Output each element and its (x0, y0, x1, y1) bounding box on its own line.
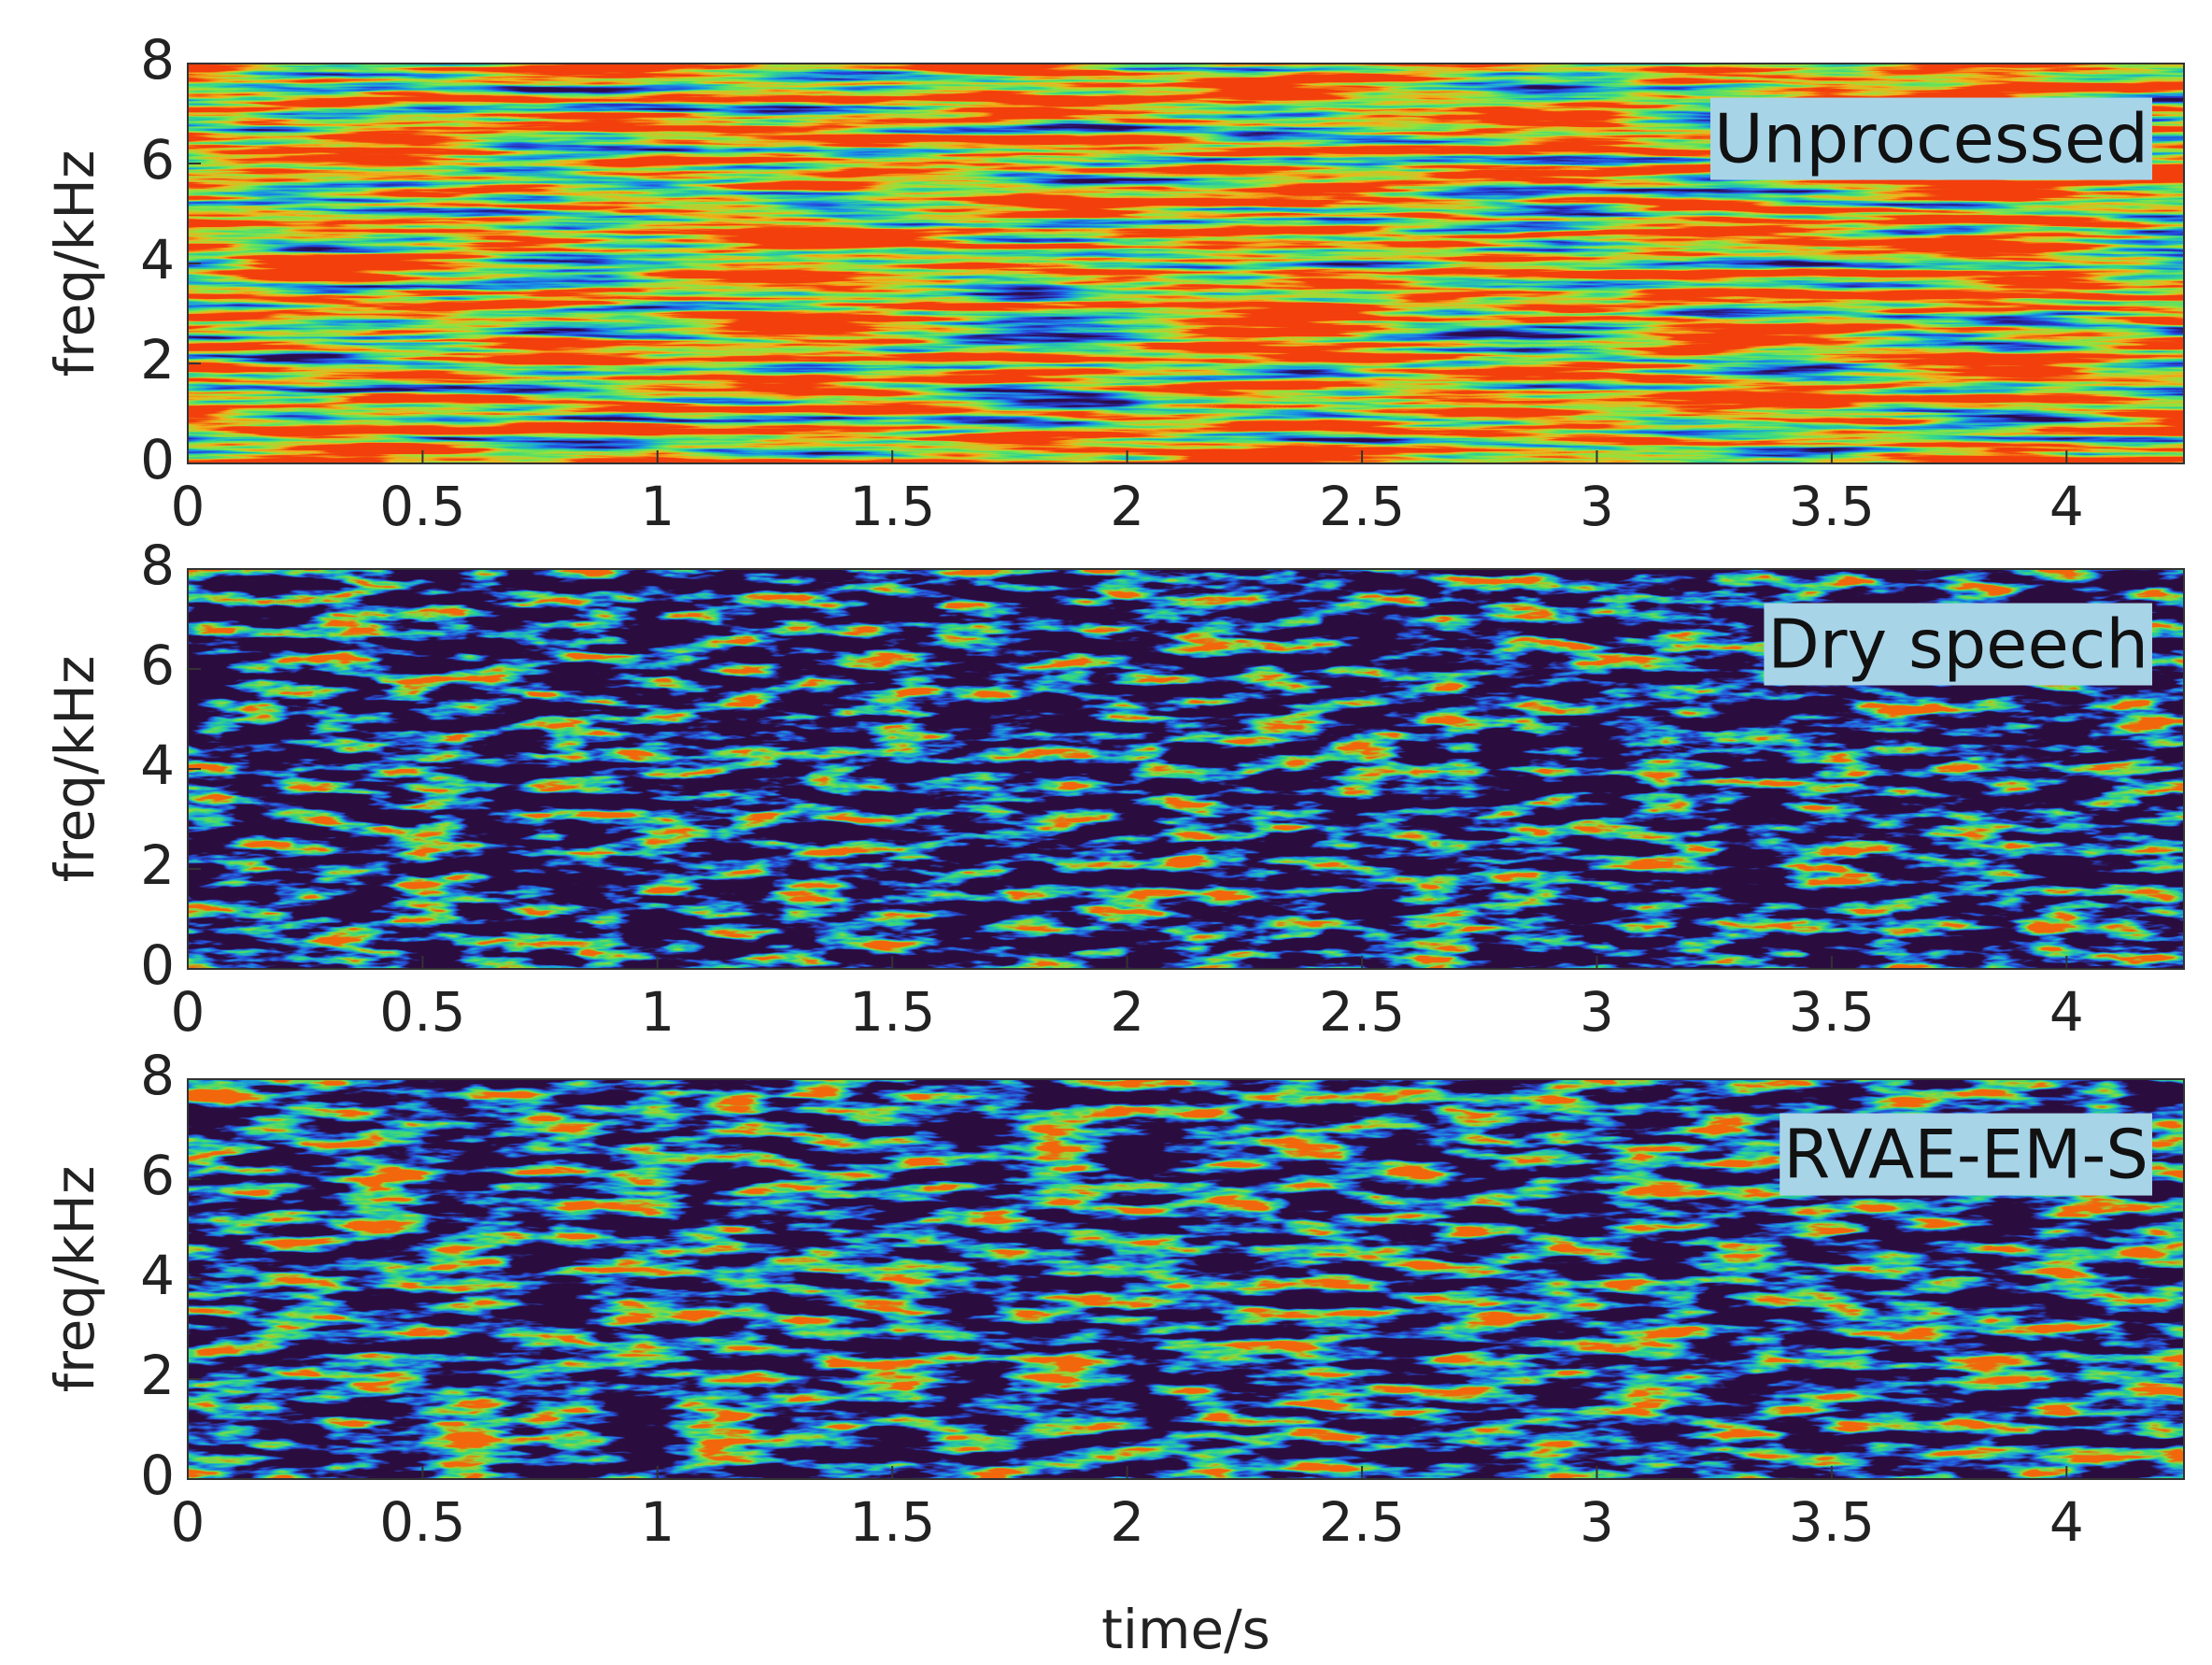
x-tick-label: 4 (2049, 980, 2084, 1044)
x-tick-label: 0 (171, 475, 206, 538)
annotation-label: Dry speech (1767, 605, 2148, 684)
y-tick-label: 8 (140, 1044, 175, 1107)
x-tick-label: 4 (2049, 475, 2084, 538)
x-axis-label: time/s (1101, 1598, 1270, 1661)
y-tick-label: 6 (140, 1144, 175, 1207)
y-tick-label: 8 (140, 28, 175, 92)
x-tick-label: 3 (1580, 475, 1614, 538)
y-tick-label: 4 (140, 1244, 175, 1307)
x-tick-label: 1.5 (849, 980, 935, 1044)
x-tick-label: 2.5 (1319, 1490, 1405, 1554)
y-tick-label: 6 (140, 633, 175, 697)
x-tick-label: 1 (640, 980, 674, 1044)
x-tick-label: 3.5 (1789, 1490, 1875, 1554)
x-tick-label: 0 (171, 1490, 206, 1554)
x-tick-label: 1 (640, 475, 674, 538)
x-tick-label: 0.5 (379, 1490, 465, 1554)
annotation-label: Unprocessed (1714, 100, 2148, 178)
x-tick-label: 1.5 (849, 1490, 935, 1554)
y-tick-label: 2 (140, 328, 175, 391)
x-tick-label: 4 (2049, 1490, 2084, 1554)
x-tick-label: 0 (171, 980, 206, 1044)
y-tick-label: 2 (140, 833, 175, 897)
y-axis-label: freq/kHz (43, 656, 106, 883)
x-tick-label: 3.5 (1789, 475, 1875, 538)
annotation-box (1764, 603, 2152, 686)
y-tick-label: 4 (140, 733, 175, 797)
y-tick-label: 8 (140, 534, 175, 597)
y-axis-label: freq/kHz (43, 150, 106, 377)
x-tick-label: 0.5 (379, 475, 465, 538)
x-tick-label: 2.5 (1319, 980, 1405, 1044)
annotation: Unprocessed (1709, 97, 2152, 180)
y-tick-label: 2 (140, 1344, 175, 1407)
x-tick-label: 2.5 (1319, 475, 1405, 538)
annotation: Dry speech (1764, 603, 2152, 686)
x-tick-label: 0.5 (379, 980, 465, 1044)
y-axis-label: freq/kHz (43, 1166, 106, 1393)
y-tick-label: 0 (140, 1444, 175, 1507)
y-tick-label: 4 (140, 228, 175, 292)
annotation: RVAE-EM-S (1780, 1113, 2152, 1196)
annotation-box (1780, 1113, 2152, 1196)
y-tick-label: 0 (140, 428, 175, 491)
x-tick-label: 2 (1110, 1490, 1144, 1554)
y-tick-label: 6 (140, 128, 175, 192)
annotation-label: RVAE-EM-S (1783, 1116, 2148, 1194)
x-tick-label: 2 (1110, 980, 1144, 1044)
x-tick-label: 2 (1110, 475, 1144, 538)
x-tick-label: 3 (1580, 1490, 1614, 1554)
annotation-box (1709, 97, 2152, 180)
x-tick-label: 3.5 (1789, 980, 1875, 1044)
x-tick-label: 1 (640, 1490, 674, 1554)
x-tick-label: 1.5 (849, 475, 935, 538)
x-tick-label: 3 (1580, 980, 1614, 1044)
y-tick-label: 0 (140, 933, 175, 997)
